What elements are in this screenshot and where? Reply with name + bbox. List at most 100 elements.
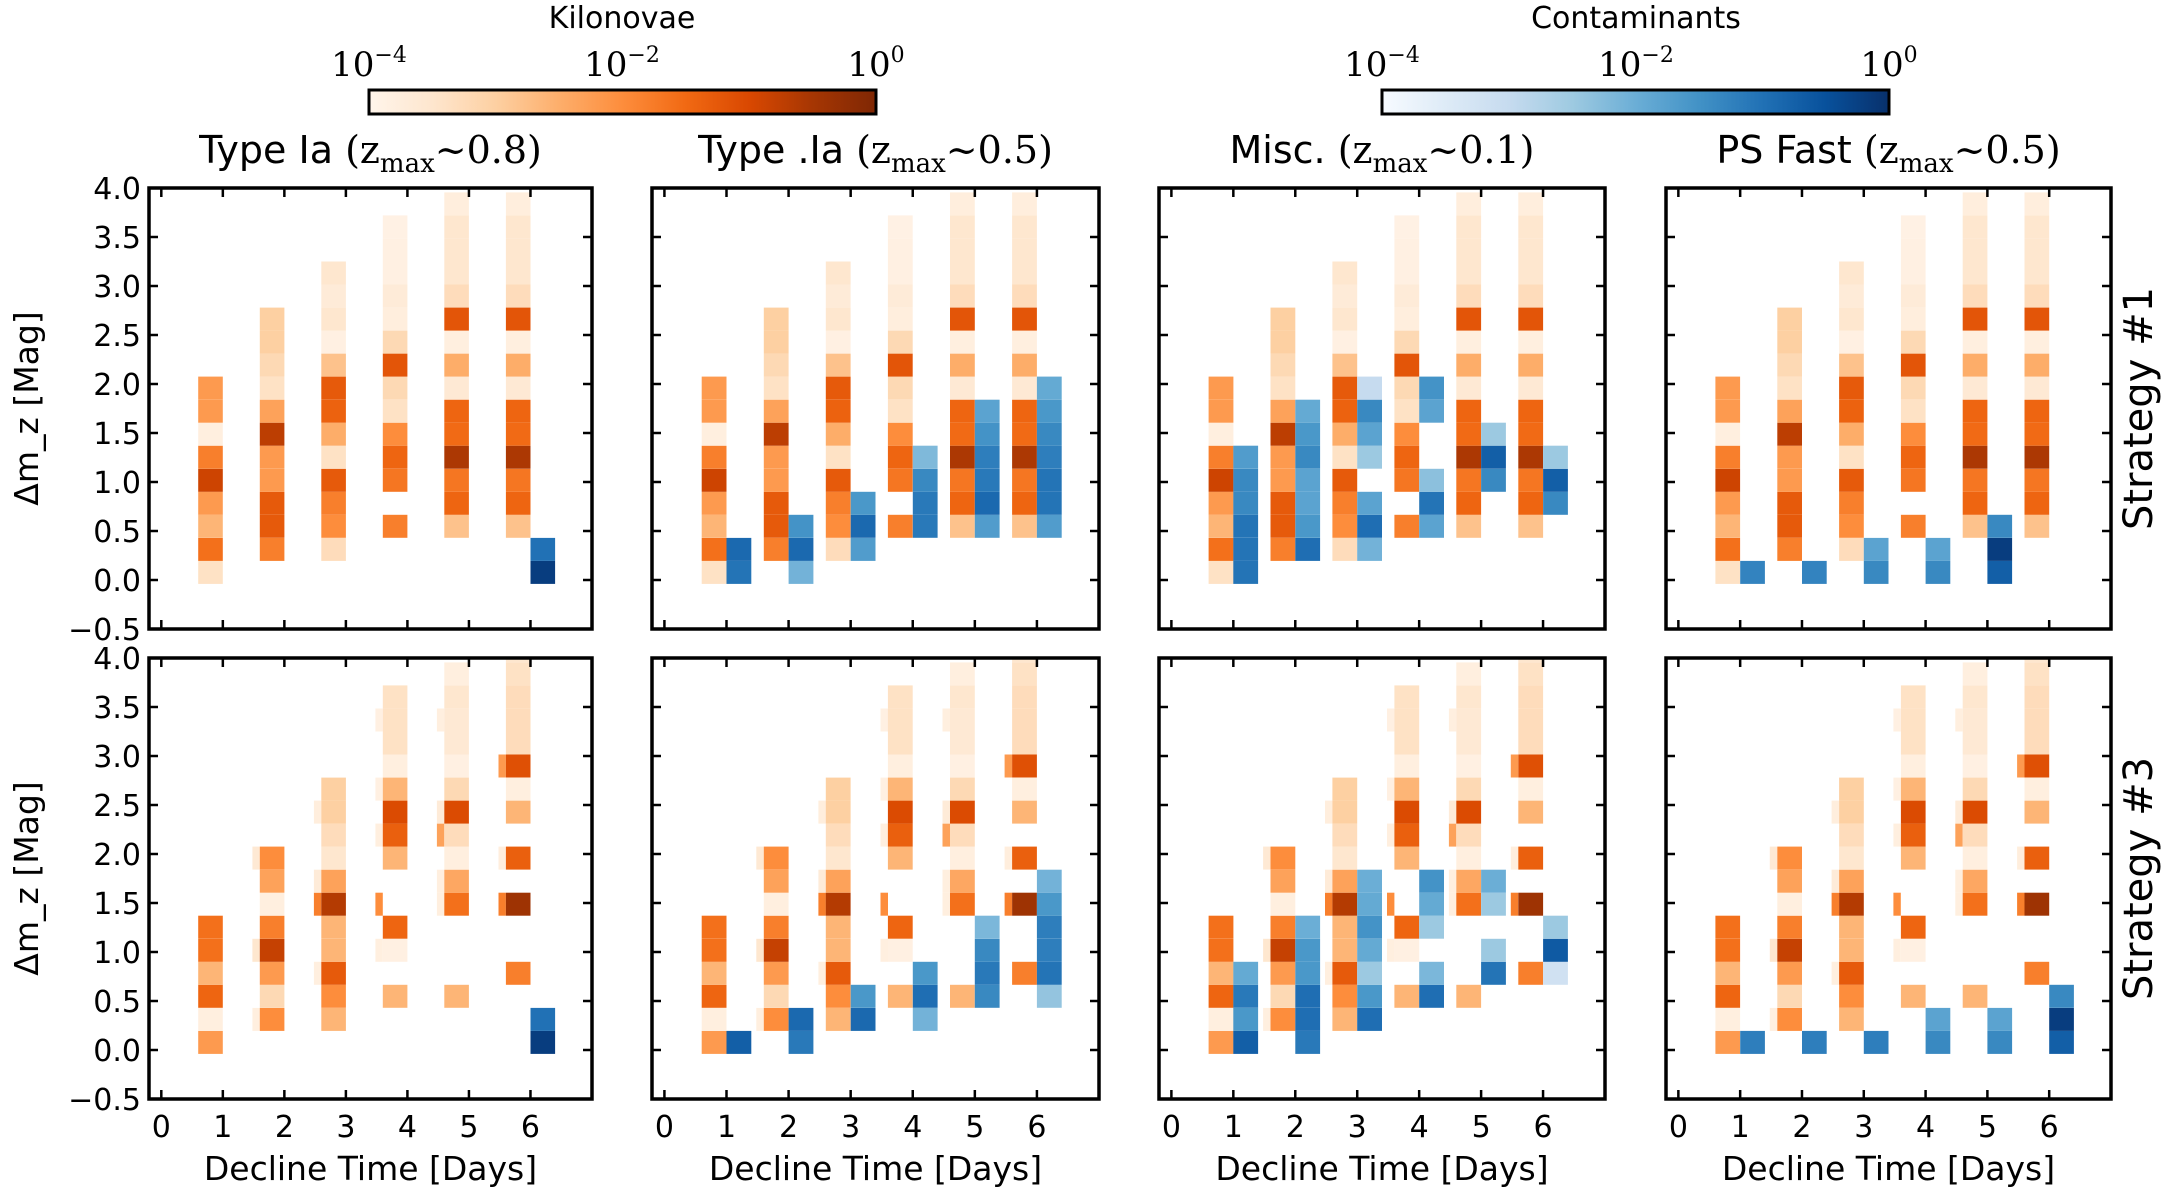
kilonova-cell bbox=[950, 445, 975, 469]
kilonova-cell bbox=[1839, 869, 1864, 893]
kilonova-cell bbox=[1518, 777, 1544, 801]
kilonova-cell bbox=[887, 800, 913, 824]
cbar-c-tick-0: 10−4 bbox=[1344, 43, 1420, 85]
kilonova-cell bbox=[1839, 1007, 1864, 1031]
kilonova-cell bbox=[1518, 215, 1544, 239]
kilonova-cell bbox=[382, 777, 408, 801]
kilonova-cell bbox=[382, 376, 408, 400]
kilonova-cell bbox=[1839, 330, 1864, 354]
y-tick-label: −0.5 bbox=[68, 1083, 141, 1118]
kilonova-cell bbox=[950, 491, 975, 515]
kilonova-cell bbox=[1715, 915, 1741, 939]
kilonova-cell bbox=[825, 800, 851, 824]
kilonova-cell bbox=[1012, 685, 1037, 709]
x-tick-label: 6 bbox=[521, 1110, 540, 1145]
kilonova-cell bbox=[825, 284, 851, 308]
kilonova-cell bbox=[950, 777, 975, 801]
x-tick-label: 6 bbox=[2040, 1110, 2059, 1145]
contaminant-cell bbox=[1419, 984, 1444, 1008]
kilonova-cell bbox=[382, 422, 408, 446]
kilonova-cell bbox=[1518, 685, 1544, 709]
kilonova-cell bbox=[259, 353, 285, 377]
contaminant-cell bbox=[1419, 915, 1444, 939]
kilonova-cell-shoulder bbox=[1893, 777, 1901, 801]
contaminant-cell bbox=[1036, 938, 1062, 962]
kilonova-cell bbox=[1394, 984, 1420, 1008]
y-tick-label: 1.0 bbox=[93, 466, 141, 501]
contaminant-cell bbox=[1357, 537, 1382, 561]
contaminant-cell bbox=[974, 445, 1000, 469]
x-tick-label: 0 bbox=[1669, 1110, 1688, 1145]
kilonova-cell bbox=[444, 892, 469, 916]
kilonova-cell bbox=[505, 777, 531, 801]
kilonova-cell-shoulder bbox=[756, 846, 764, 870]
kilonova-cell-shoulder bbox=[375, 823, 383, 847]
contaminant-cell bbox=[1357, 869, 1382, 893]
kilonova-cell bbox=[1518, 754, 1544, 778]
kilonova-cell bbox=[1715, 468, 1741, 492]
kilonova-cell bbox=[1839, 514, 1864, 538]
kilonova-cell bbox=[1518, 731, 1544, 755]
kilonova-cell bbox=[1900, 708, 1926, 732]
contaminant-cell bbox=[1419, 892, 1444, 916]
kilonova-cell bbox=[950, 215, 975, 239]
kilonova-cell bbox=[444, 754, 469, 778]
y-tick-label: 1.5 bbox=[93, 417, 141, 452]
kilonova-cell bbox=[1394, 215, 1420, 239]
kilonova-cell bbox=[887, 846, 913, 870]
cbar-c-tick-1: 10−2 bbox=[1598, 43, 1674, 85]
kilonova-cell bbox=[950, 708, 975, 732]
kilonova-cell bbox=[259, 422, 285, 446]
kilonova-cell bbox=[1394, 284, 1420, 308]
kilonova-cell bbox=[259, 468, 285, 492]
kilonova-cell bbox=[1208, 961, 1234, 985]
kilonova-cell bbox=[1456, 215, 1482, 239]
kilonova-cell-shoulder bbox=[880, 823, 888, 847]
kilonova-cell-shoulder bbox=[313, 800, 322, 824]
kilonova-cell bbox=[1332, 399, 1358, 423]
kilonova-cell-shoulder bbox=[436, 800, 445, 824]
kilonova-cell bbox=[505, 892, 531, 916]
kilonova-cell-shoulder bbox=[942, 823, 950, 847]
kilonova-cell bbox=[1012, 445, 1037, 469]
contaminant-cell bbox=[1419, 961, 1444, 985]
contaminant-cell bbox=[726, 537, 752, 561]
kilonova-cell-shoulder bbox=[1448, 869, 1457, 893]
kilonova-cell bbox=[321, 399, 346, 423]
kilonova-cell bbox=[2024, 422, 2050, 446]
x-tick-label: 5 bbox=[1978, 1110, 1997, 1145]
kilonova-cell-shoulder bbox=[1831, 961, 1839, 985]
kilonova-cell bbox=[382, 399, 408, 423]
kilonova-cell bbox=[887, 376, 913, 400]
kilonova-cell bbox=[1900, 846, 1926, 870]
kilonova-cell bbox=[887, 777, 913, 801]
kilonova-cell bbox=[321, 984, 346, 1008]
kilonova-cell-shoulder bbox=[1387, 777, 1395, 801]
kilonova-cell bbox=[2024, 685, 2050, 709]
contaminant-cell bbox=[1419, 376, 1444, 400]
kilonova-cell bbox=[1900, 215, 1926, 239]
kilonova-cell bbox=[1900, 915, 1926, 939]
kilonova-cell bbox=[444, 846, 469, 870]
y-tick-label: 0.5 bbox=[93, 515, 141, 550]
kilonova-cell bbox=[1715, 961, 1741, 985]
kilonova-cell bbox=[259, 938, 285, 962]
kilonova-cell bbox=[1715, 938, 1741, 962]
kilonova-cell bbox=[1394, 422, 1420, 446]
contaminant-cell bbox=[1295, 422, 1321, 446]
cbar-k-tick-1: 10−2 bbox=[584, 43, 660, 85]
contaminant-cell bbox=[1295, 1007, 1321, 1031]
contaminant-cell bbox=[1543, 491, 1568, 515]
kilonova-cell bbox=[950, 330, 975, 354]
x-tick-label: 4 bbox=[1916, 1110, 1935, 1145]
kilonova-cell bbox=[1270, 938, 1296, 962]
kilonova-cell bbox=[950, 662, 975, 686]
kilonova-cell bbox=[1270, 468, 1296, 492]
kilonova-cell bbox=[321, 491, 346, 515]
kilonova-cell bbox=[1012, 261, 1037, 285]
kilonova-cell bbox=[1456, 514, 1482, 538]
kilonova-cell-shoulder bbox=[1325, 800, 1333, 824]
contaminant-cell bbox=[1481, 938, 1506, 962]
kilonova-cell bbox=[1270, 984, 1296, 1008]
kilonova-cell bbox=[825, 1007, 851, 1031]
